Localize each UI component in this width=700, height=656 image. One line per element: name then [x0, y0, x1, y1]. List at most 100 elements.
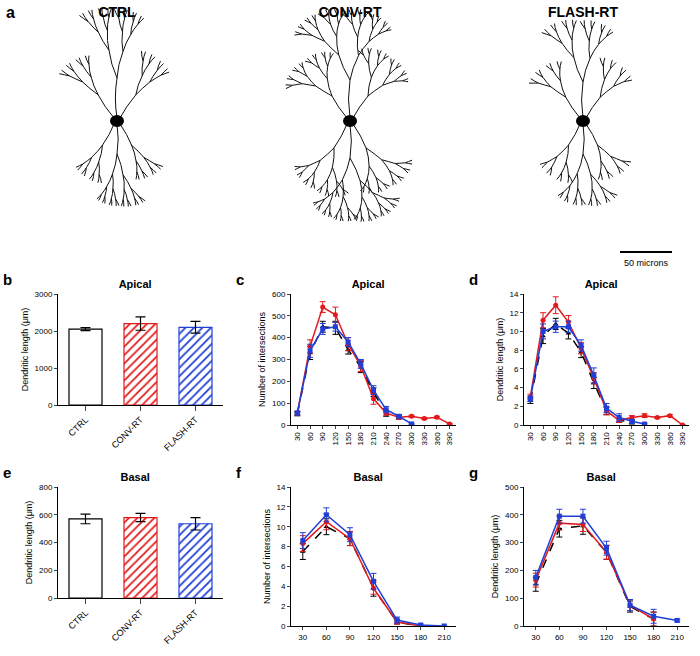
- svg-text:60: 60: [539, 432, 548, 441]
- svg-text:150: 150: [623, 633, 637, 642]
- svg-text:0: 0: [48, 594, 53, 603]
- svg-text:30: 30: [293, 432, 302, 441]
- svg-text:Dendritic length (μm): Dendritic length (μm): [490, 515, 500, 599]
- svg-text:a: a: [6, 4, 15, 21]
- svg-text:60: 60: [555, 633, 564, 642]
- svg-text:360: 360: [666, 432, 675, 446]
- svg-text:4: 4: [281, 582, 286, 591]
- svg-text:400: 400: [39, 538, 53, 547]
- svg-text:240: 240: [615, 432, 624, 446]
- svg-text:200: 200: [505, 566, 519, 575]
- svg-text:90: 90: [551, 432, 560, 441]
- svg-text:Dendritic length (μm): Dendritic length (μm): [20, 308, 30, 392]
- svg-text:60: 60: [322, 633, 331, 642]
- svg-text:600: 600: [39, 511, 53, 520]
- svg-text:30: 30: [531, 633, 540, 642]
- svg-text:300: 300: [640, 432, 649, 446]
- svg-text:CTRL: CTRL: [66, 608, 90, 632]
- svg-text:Number of intersections: Number of intersections: [257, 311, 267, 407]
- svg-text:120: 120: [331, 432, 340, 446]
- svg-text:150: 150: [390, 633, 404, 642]
- svg-text:500: 500: [272, 312, 286, 321]
- svg-text:FLASH-RT: FLASH-RT: [162, 607, 200, 645]
- svg-text:600: 600: [272, 290, 286, 299]
- svg-text:100: 100: [272, 399, 286, 408]
- svg-text:360: 360: [433, 432, 442, 446]
- svg-text:150: 150: [577, 432, 586, 446]
- svg-text:CONV-RT: CONV-RT: [319, 4, 382, 20]
- svg-text:CTRL: CTRL: [66, 415, 90, 439]
- svg-text:400: 400: [505, 511, 519, 520]
- svg-text:Basal: Basal: [353, 471, 382, 483]
- svg-text:Apical: Apical: [119, 278, 152, 290]
- svg-text:FLASH-RT: FLASH-RT: [162, 414, 200, 452]
- svg-text:30: 30: [526, 432, 535, 441]
- svg-text:3000: 3000: [35, 290, 53, 299]
- svg-text:FLASH-RT: FLASH-RT: [548, 4, 618, 20]
- svg-text:400: 400: [272, 333, 286, 342]
- svg-text:300: 300: [407, 432, 416, 446]
- svg-text:0: 0: [514, 622, 519, 631]
- svg-text:14: 14: [276, 483, 285, 492]
- svg-text:300: 300: [505, 538, 519, 547]
- svg-text:Dendritic length (μm): Dendritic length (μm): [24, 501, 34, 585]
- svg-text:Apical: Apical: [352, 278, 385, 290]
- svg-text:0: 0: [281, 622, 286, 631]
- svg-text:390: 390: [445, 432, 454, 446]
- svg-text:90: 90: [345, 633, 354, 642]
- svg-text:8: 8: [281, 542, 286, 551]
- svg-text:210: 210: [369, 432, 378, 446]
- svg-text:Apical: Apical: [585, 278, 618, 290]
- svg-text:270: 270: [394, 432, 403, 446]
- svg-text:4: 4: [514, 383, 519, 392]
- svg-text:CONV-RT: CONV-RT: [109, 414, 145, 450]
- svg-text:330: 330: [420, 432, 429, 446]
- svg-text:90: 90: [318, 432, 327, 441]
- svg-text:120: 120: [564, 432, 573, 446]
- svg-text:2000: 2000: [35, 327, 53, 336]
- svg-text:12: 12: [276, 503, 285, 512]
- svg-text:Basal: Basal: [586, 471, 615, 483]
- svg-text:330: 330: [653, 432, 662, 446]
- svg-text:60: 60: [306, 432, 315, 441]
- svg-text:200: 200: [39, 566, 53, 575]
- svg-text:6: 6: [281, 562, 286, 571]
- svg-text:CONV-RT: CONV-RT: [109, 607, 145, 643]
- svg-text:2: 2: [514, 402, 519, 411]
- svg-text:150: 150: [344, 432, 353, 446]
- svg-text:0: 0: [514, 421, 519, 430]
- svg-text:10: 10: [509, 327, 518, 336]
- svg-text:210: 210: [671, 633, 685, 642]
- svg-text:1000: 1000: [35, 364, 53, 373]
- svg-text:270: 270: [627, 432, 636, 446]
- svg-text:10: 10: [276, 523, 285, 532]
- svg-text:180: 180: [647, 633, 661, 642]
- svg-text:200: 200: [272, 377, 286, 386]
- svg-text:120: 120: [600, 633, 614, 642]
- svg-text:Number of intersections: Number of intersections: [262, 508, 272, 604]
- svg-text:8: 8: [514, 346, 519, 355]
- svg-text:120: 120: [367, 633, 381, 642]
- svg-text:CTRL: CTRL: [98, 4, 136, 20]
- svg-text:12: 12: [509, 309, 518, 318]
- svg-text:50 microns: 50 microns: [624, 258, 669, 268]
- svg-text:240: 240: [382, 432, 391, 446]
- svg-text:500: 500: [505, 483, 519, 492]
- svg-text:180: 180: [414, 633, 428, 642]
- svg-text:30: 30: [298, 633, 307, 642]
- svg-text:90: 90: [578, 633, 587, 642]
- svg-text:Dendritic length (μm): Dendritic length (μm): [495, 318, 505, 402]
- svg-text:Basal: Basal: [120, 471, 149, 483]
- svg-text:0: 0: [48, 401, 53, 410]
- svg-text:6: 6: [514, 365, 519, 374]
- svg-text:800: 800: [39, 483, 53, 492]
- svg-text:300: 300: [272, 355, 286, 364]
- svg-text:100: 100: [505, 594, 519, 603]
- svg-text:390: 390: [678, 432, 687, 446]
- svg-text:210: 210: [602, 432, 611, 446]
- svg-text:180: 180: [356, 432, 365, 446]
- svg-text:210: 210: [438, 633, 452, 642]
- svg-text:14: 14: [509, 290, 518, 299]
- svg-text:180: 180: [589, 432, 598, 446]
- svg-text:2: 2: [281, 602, 286, 611]
